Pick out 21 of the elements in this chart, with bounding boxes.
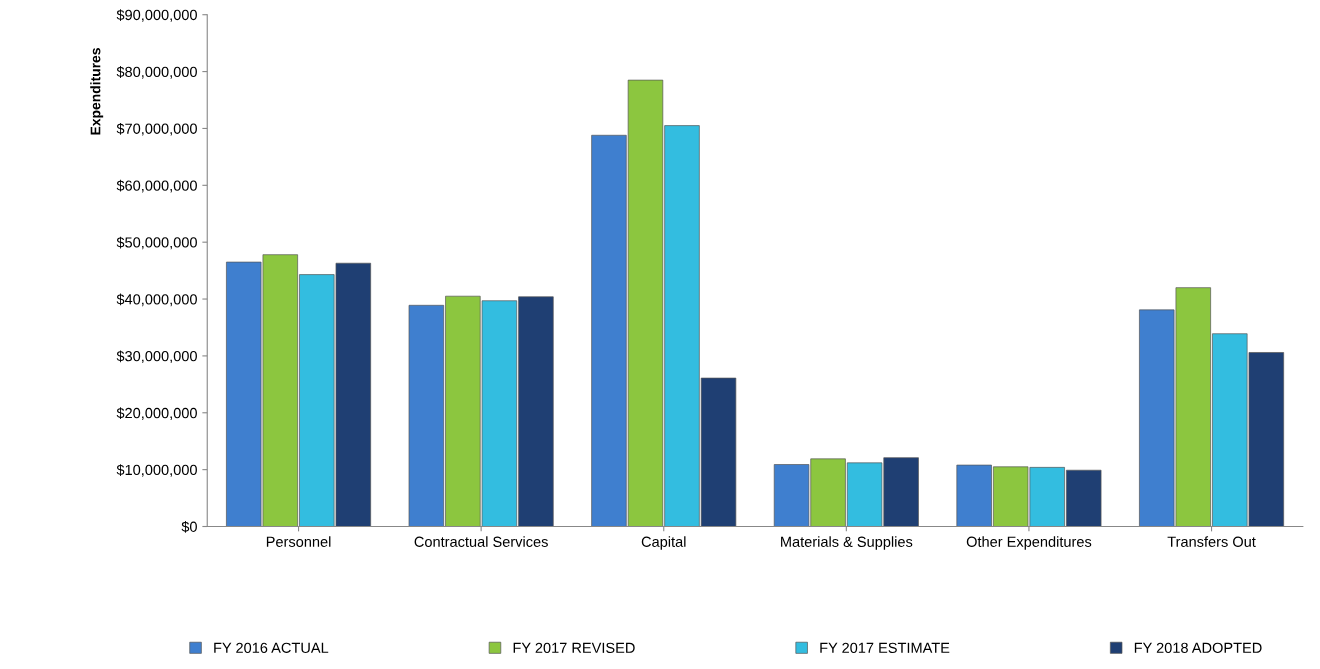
y-tick-label: $50,000,000: [116, 236, 197, 250]
y-tick-label: $20,000,000: [116, 407, 197, 420]
legend-label: FY 2018 ADOPTED: [1134, 642, 1262, 653]
x-tick-label: Other Expenditures: [966, 536, 1092, 550]
x-tick-label: Personnel: [266, 536, 331, 547]
y-tick-label: $90,000,000: [116, 9, 197, 22]
x-tick-label: Materials & Supplies: [781, 536, 913, 550]
legend-label: FY 2017 REVISED: [513, 642, 635, 653]
legend-label: FY 2016 ACTUAL: [214, 642, 329, 653]
y-tick-label: $60,000,000: [116, 179, 197, 193]
legend-label: FY 2017 ESTIMATE: [820, 642, 950, 653]
x-tick-label: Contractual Services: [414, 536, 548, 547]
y-tick-label: $80,000,000: [116, 66, 197, 79]
y-tick-label: $70,000,000: [116, 122, 197, 136]
y-tick-label: $10,000,000: [116, 464, 197, 477]
x-tick-label: Transfers Out: [1167, 536, 1256, 547]
y-tick-label: $40,000,000: [116, 293, 197, 307]
y-tick-label: $0: [181, 520, 197, 533]
y-axis-title: Expenditures: [90, 48, 104, 135]
x-tick-label: Capital: [641, 536, 686, 550]
y-tick-label: $30,000,000: [116, 350, 197, 364]
